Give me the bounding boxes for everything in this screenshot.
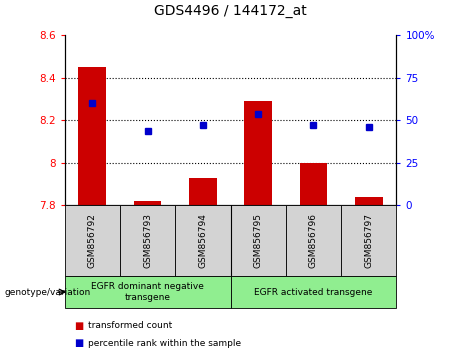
Bar (65, 205, 120, 276)
Text: percentile rank within the sample: percentile rank within the sample (88, 339, 241, 348)
Bar (244, 101, 272, 205)
Text: GSM856797: GSM856797 (364, 213, 373, 268)
Bar (189, 178, 217, 205)
Bar (134, 201, 161, 205)
Text: EGFR dominant negative
transgene: EGFR dominant negative transgene (91, 282, 204, 302)
Text: GSM856796: GSM856796 (309, 213, 318, 268)
Text: GSM856792: GSM856792 (88, 213, 97, 268)
Bar (230, 205, 286, 276)
Bar (120, 205, 175, 276)
Text: genotype/variation: genotype/variation (5, 287, 91, 297)
Bar (230, 276, 396, 308)
Text: GSM856795: GSM856795 (254, 213, 263, 268)
Bar (341, 205, 396, 276)
Text: ■: ■ (74, 338, 83, 348)
Bar (175, 205, 230, 276)
Text: transformed count: transformed count (88, 321, 172, 330)
Text: GDS4496 / 144172_at: GDS4496 / 144172_at (154, 4, 307, 18)
Text: GSM856793: GSM856793 (143, 213, 152, 268)
Text: GSM856794: GSM856794 (198, 213, 207, 268)
Bar (286, 205, 341, 276)
Bar (65, 276, 230, 308)
Bar (78, 67, 106, 205)
Text: EGFR activated transgene: EGFR activated transgene (254, 287, 372, 297)
Bar (300, 163, 327, 205)
Text: ■: ■ (74, 321, 83, 331)
Bar (355, 197, 383, 205)
